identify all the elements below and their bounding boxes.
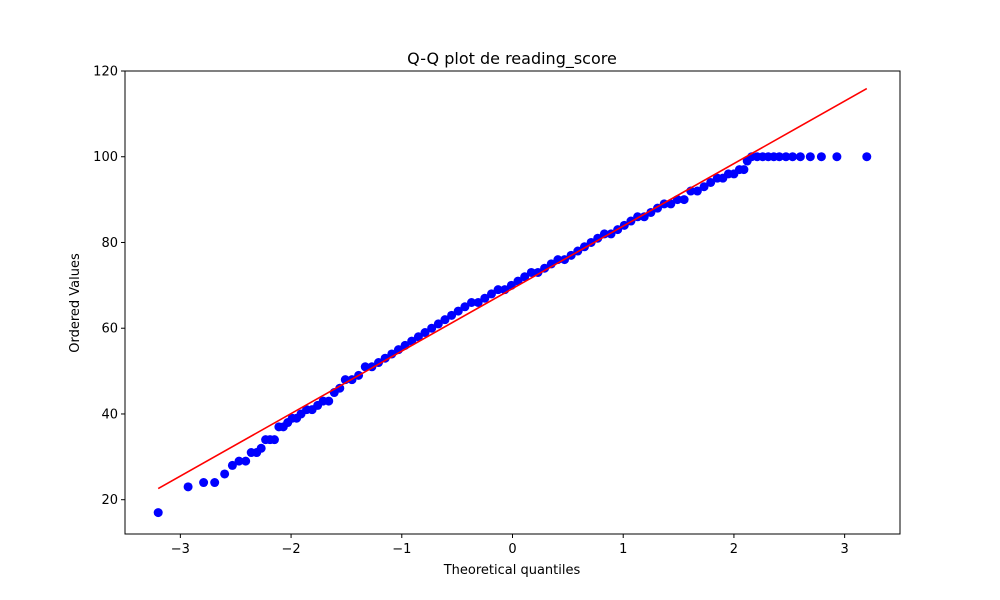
x-tick-label: −1 (392, 542, 411, 557)
data-point (816, 152, 826, 162)
x-axis-label: Theoretical quantiles (443, 563, 581, 578)
data-point (862, 152, 872, 162)
data-point (335, 383, 345, 393)
plot-area: −3 −2 −1 0 1 2 3 20 40 60 80 100 120 (93, 65, 901, 557)
data-point (781, 152, 791, 162)
data-point (706, 177, 716, 187)
x-tick-label: −3 (171, 542, 190, 557)
x-tick-label: 1 (619, 542, 627, 557)
data-point (486, 289, 496, 299)
y-axis-label: Ordered Values (68, 253, 83, 353)
data-point (460, 302, 470, 312)
plot-frame (124, 70, 901, 535)
data-point (832, 152, 842, 162)
data-point (241, 456, 251, 466)
data-point (153, 508, 163, 518)
data-point (774, 152, 784, 162)
data-point (805, 152, 815, 162)
data-point (210, 478, 220, 488)
data-point (256, 443, 266, 453)
data-point (467, 298, 477, 307)
reference-line (157, 87, 868, 490)
data-point (199, 478, 209, 488)
data-point (360, 362, 370, 372)
data-point (480, 293, 490, 303)
data-point (526, 267, 536, 277)
y-tick-label: 40 (101, 407, 118, 422)
data-point (520, 272, 530, 282)
data-point (639, 212, 649, 222)
data-point (380, 353, 390, 363)
data-point (540, 263, 550, 273)
data-point (666, 199, 676, 209)
y-tick-label: 60 (101, 322, 118, 337)
data-point (473, 298, 483, 307)
data-point (234, 456, 244, 466)
data-point (788, 152, 798, 162)
data-point (739, 165, 749, 175)
data-point (433, 319, 443, 329)
data-point (427, 323, 437, 333)
y-tick-label: 20 (101, 493, 118, 508)
data-point (646, 207, 656, 217)
data-point (447, 310, 457, 320)
data-point (679, 195, 689, 205)
data-point (220, 469, 230, 479)
data-point (453, 306, 463, 316)
y-tick-label: 100 (93, 150, 118, 165)
data-point (795, 152, 805, 162)
data-point (692, 186, 702, 196)
data-point (324, 396, 334, 406)
data-point (593, 233, 603, 243)
x-tick-label: 2 (730, 542, 738, 557)
data-point (420, 328, 430, 338)
data-point (413, 332, 423, 342)
data-point (227, 460, 237, 470)
x-tick-label: 0 (508, 542, 516, 557)
data-point (183, 482, 193, 492)
data-point (493, 285, 503, 295)
chart-title: Q-Q plot de reading_score (407, 49, 617, 69)
y-tick-label: 80 (101, 236, 118, 251)
y-tick-label: 120 (93, 65, 118, 80)
data-point (440, 315, 450, 325)
data-point (269, 435, 279, 445)
x-tick-label: −2 (281, 542, 300, 557)
x-tick-label: 3 (841, 542, 849, 557)
data-point (699, 182, 709, 192)
